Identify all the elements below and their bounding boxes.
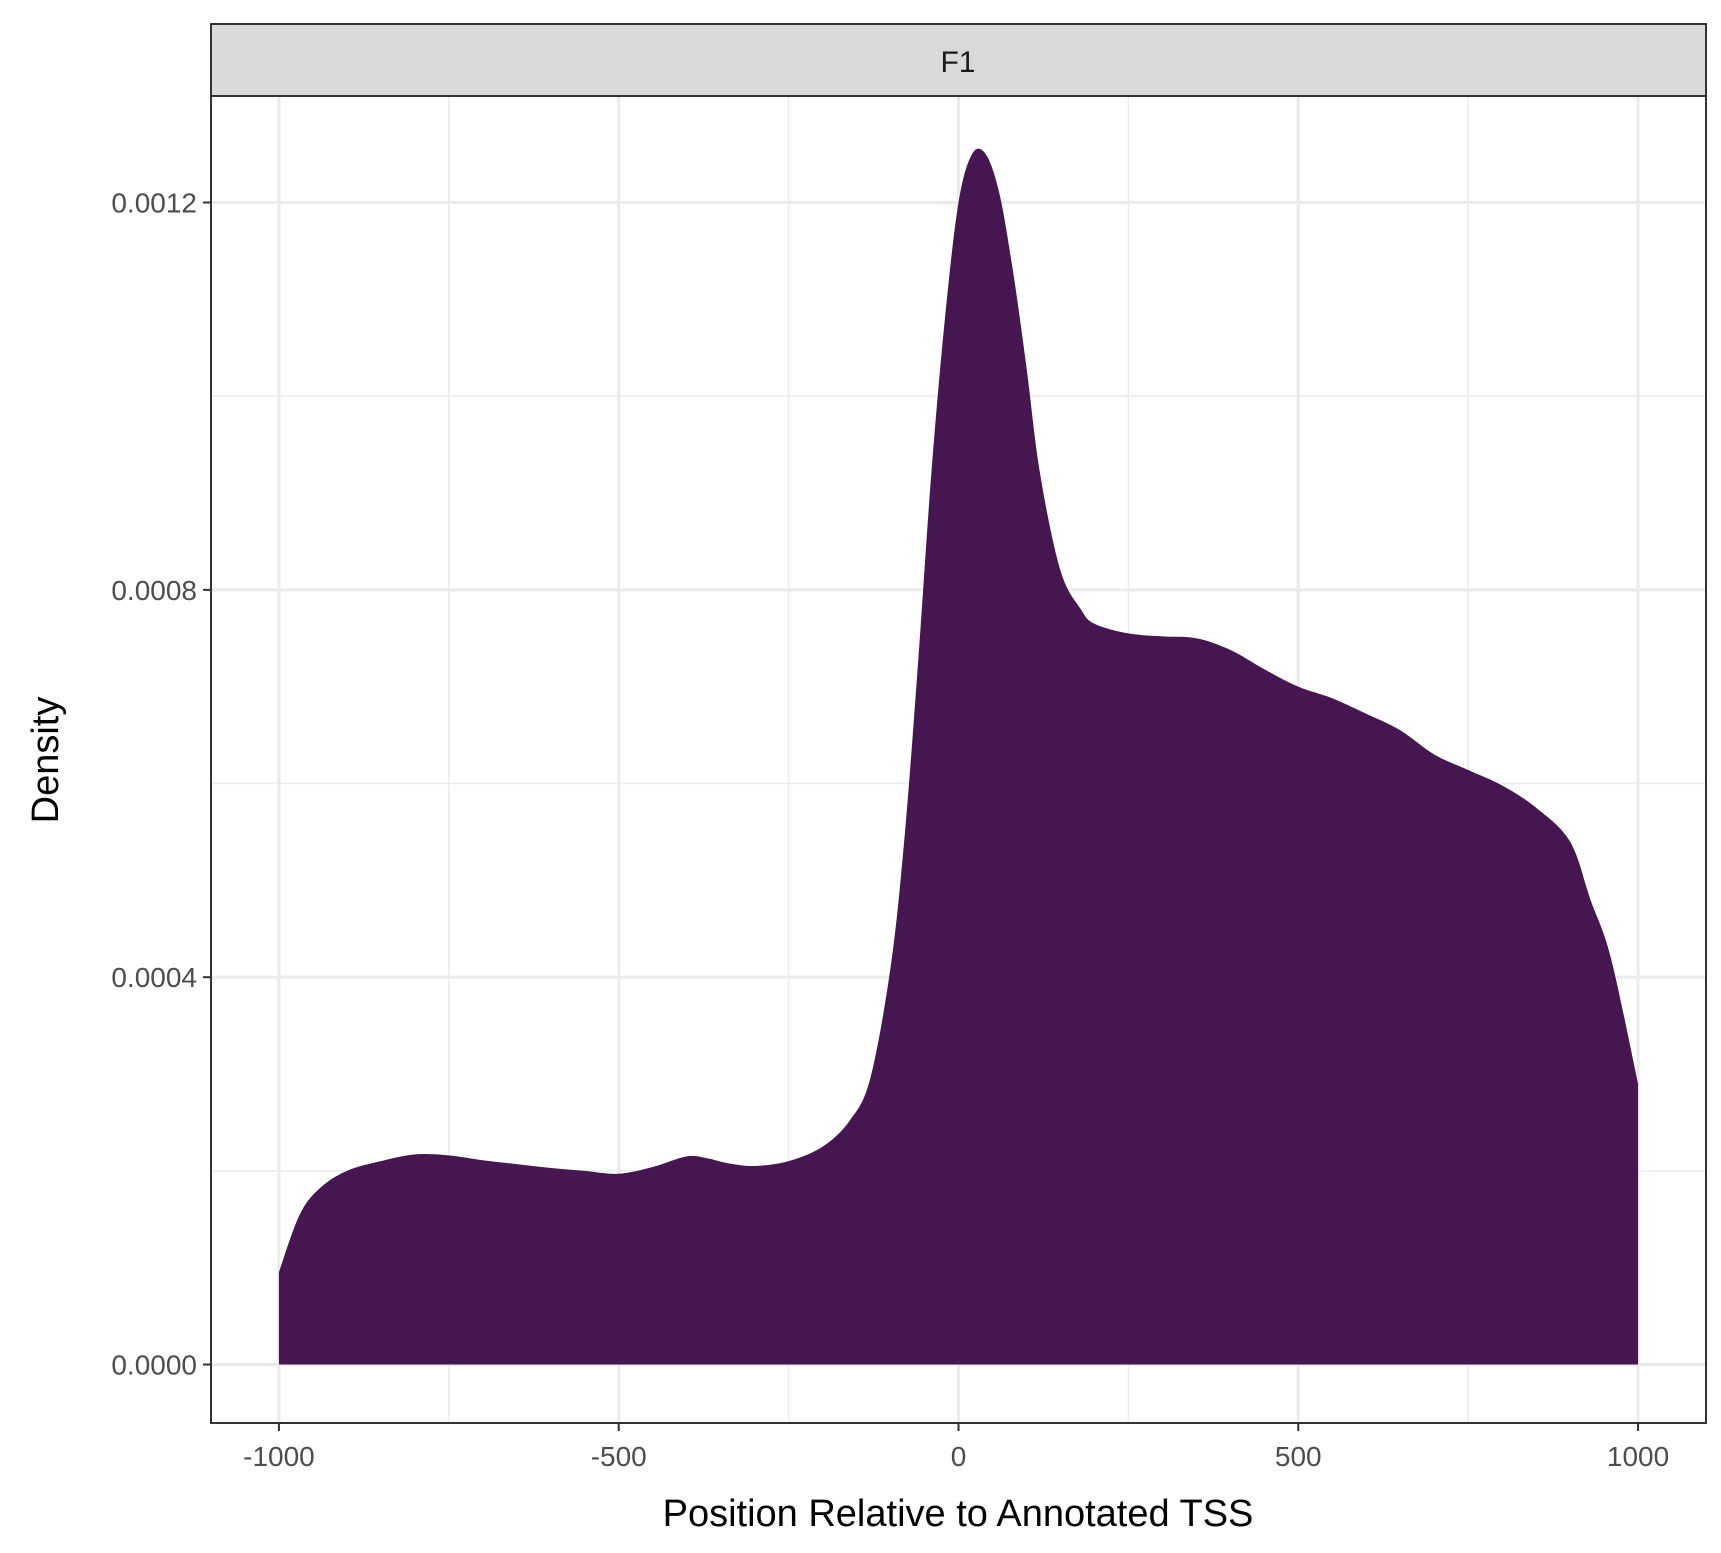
- y-tick-label: 0.0004: [111, 962, 197, 993]
- y-axis: 0.0000 0.0004 0.0008 0.0012: [111, 188, 211, 1381]
- x-axis: -1000 -500 0 500 1000: [243, 1423, 1669, 1472]
- facet-strip: [210, 23, 1707, 97]
- x-tick-label: 0: [951, 1441, 967, 1472]
- x-tick-label: -1000: [243, 1441, 315, 1472]
- y-tick-label: 0.0008: [111, 575, 197, 606]
- density-area: [278, 148, 1639, 1365]
- y-axis-title: Density: [25, 697, 67, 824]
- x-tick-label: 1000: [1607, 1441, 1669, 1472]
- x-tick-label: -500: [591, 1441, 647, 1472]
- x-tick-label: 500: [1275, 1441, 1322, 1472]
- y-tick-label: 0.0000: [111, 1350, 197, 1381]
- y-tick-label: 0.0012: [111, 188, 197, 219]
- facet-strip-label: F1: [940, 46, 975, 79]
- x-axis-title: Position Relative to Annotated TSS: [663, 1493, 1254, 1535]
- density-area-path: [278, 148, 1639, 1365]
